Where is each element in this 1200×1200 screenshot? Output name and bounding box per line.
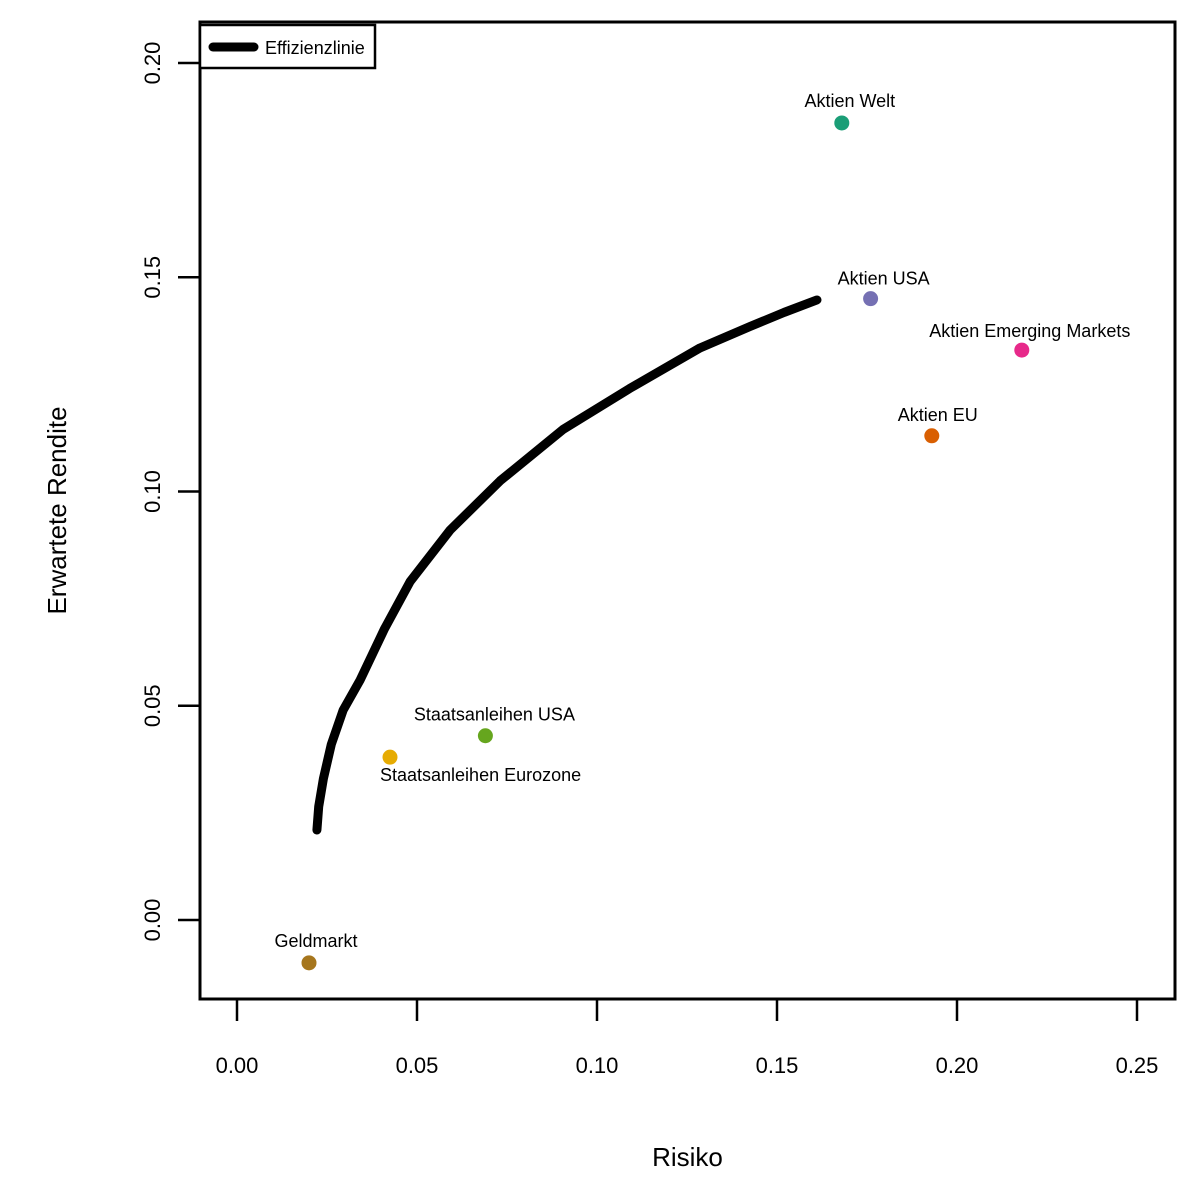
legend-label: Effizienzlinie <box>265 38 365 58</box>
legend-box: Effizienzlinie <box>198 23 377 70</box>
data-point-label-aktien-emerging-markets: Aktien Emerging Markets <box>929 321 1130 341</box>
data-point-aktien-welt <box>834 115 850 131</box>
x-tick-label: 0.20 <box>936 1053 979 1078</box>
x-tick-label: 0.25 <box>1116 1053 1159 1078</box>
data-point-staatsanleihen-eurozone <box>382 749 398 765</box>
plot-border <box>198 20 1177 1001</box>
data-point-geldmarkt <box>301 955 317 971</box>
x-tick-label: 0.00 <box>216 1053 259 1078</box>
x-tick-label: 0.15 <box>756 1053 799 1078</box>
data-point-label-staatsanleihen-eurozone: Staatsanleihen Eurozone <box>380 765 581 785</box>
y-tick-label: 0.20 <box>140 42 165 85</box>
y-tick-label: 0.00 <box>140 899 165 942</box>
y-tick-label: 0.10 <box>140 470 165 513</box>
data-point-staatsanleihen-usa <box>477 728 493 744</box>
data-point-label-aktien-usa: Aktien USA <box>838 269 930 289</box>
data-point-aktien-eu <box>924 428 940 444</box>
data-point-label-geldmarkt: Geldmarkt <box>274 931 357 951</box>
data-point-label-aktien-welt: Aktien Welt <box>804 91 895 111</box>
efficiency-frontier-line <box>312 295 822 835</box>
y-tick-label: 0.05 <box>140 684 165 727</box>
data-point-label-aktien-eu: Aktien EU <box>898 405 978 425</box>
y-axis-title: Erwartete Rendite <box>42 406 72 614</box>
x-axis-title: Risiko <box>652 1142 723 1172</box>
data-point-aktien-usa <box>863 291 879 307</box>
x-tick-label: 0.10 <box>576 1053 619 1078</box>
y-tick-label: 0.15 <box>140 256 165 299</box>
x-tick-label: 0.05 <box>396 1053 439 1078</box>
data-point-aktien-emerging-markets <box>1014 342 1030 358</box>
data-point-label-staatsanleihen-usa: Staatsanleihen USA <box>414 705 575 725</box>
